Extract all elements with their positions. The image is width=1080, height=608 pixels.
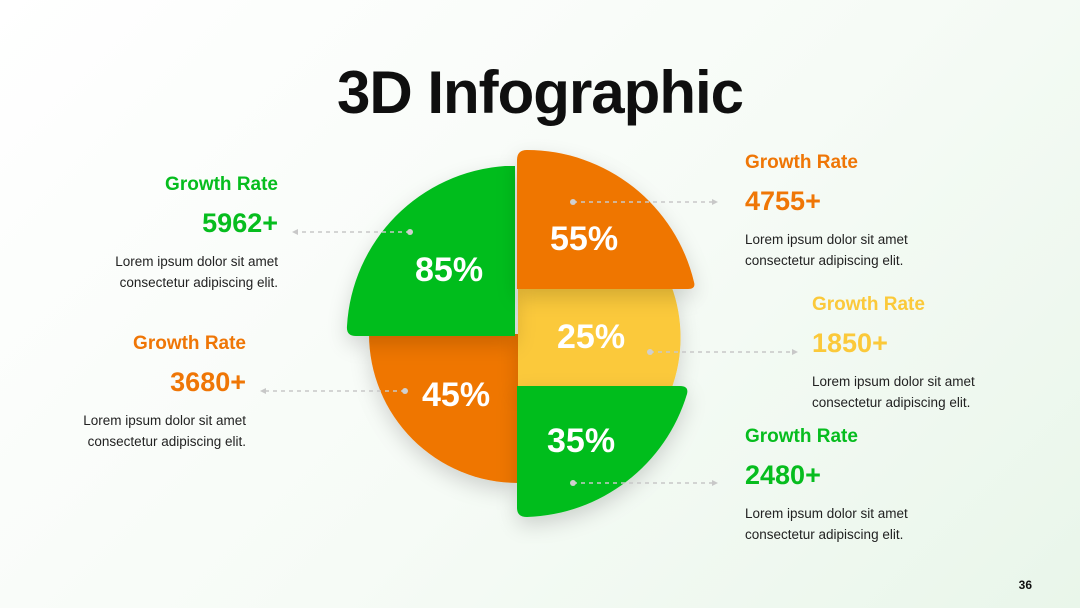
connector-dot: [402, 199, 653, 486]
description-line: consectetur adipiscing elit.: [119, 275, 278, 290]
segment-percent: 25%: [557, 318, 625, 356]
growth-rate-value: 3680+: [170, 367, 246, 397]
growth-rate-value: 1850+: [812, 328, 888, 358]
segment-bottom-left: [369, 334, 518, 483]
segment-percent: 45%: [422, 376, 490, 414]
stat-block-top-right: Growth Rate 4755+ Lorem ipsum dolor sit …: [745, 151, 985, 271]
segment-percent: 35%: [547, 422, 615, 460]
stat-block-top-left: Growth Rate 5962+ Lorem ipsum dolor sit …: [38, 173, 278, 293]
description-line: consectetur adipiscing elit.: [87, 434, 246, 449]
description-line: Lorem ipsum dolor sit amet: [745, 506, 908, 521]
segment-right-middle: [518, 285, 681, 390]
growth-rate-label: Growth Rate: [133, 333, 246, 354]
connector-arrow: [260, 199, 798, 486]
description-line: consectetur adipiscing elit.: [812, 395, 971, 410]
stat-block-middle-right: Growth Rate 1850+ Lorem ipsum dolor sit …: [812, 293, 1052, 413]
connector-line: [266, 201, 792, 484]
slide-title: 3D Infographic: [336, 59, 744, 126]
growth-rate-value: 5962+: [202, 208, 278, 238]
description-line: Lorem ipsum dolor sit amet: [745, 232, 908, 247]
growth-rate-label: Growth Rate: [745, 152, 858, 173]
description-line: consectetur adipiscing elit.: [745, 253, 904, 268]
stat-block-bottom-left: Growth Rate 3680+ Lorem ipsum dolor sit …: [6, 332, 246, 452]
growth-rate-label: Growth Rate: [745, 426, 858, 447]
segment-bottom-right: [517, 386, 688, 517]
segment-top-left: [346, 166, 515, 336]
segment-percent: 85%: [415, 251, 483, 289]
description-line: consectetur adipiscing elit.: [745, 527, 904, 542]
page-number: 36: [1018, 578, 1032, 592]
segment-percent: 55%: [550, 220, 618, 258]
description-line: Lorem ipsum dolor sit amet: [83, 413, 246, 428]
stat-block-bottom-right: Growth Rate 2480+ Lorem ipsum dolor sit …: [745, 425, 985, 545]
description-line: Lorem ipsum dolor sit amet: [812, 374, 975, 389]
growth-rate-label: Growth Rate: [165, 174, 278, 195]
description-line: Lorem ipsum dolor sit amet: [115, 254, 278, 269]
growth-rate-label: Growth Rate: [812, 294, 925, 315]
growth-rate-value: 2480+: [745, 460, 821, 490]
growth-rate-value: 4755+: [745, 186, 821, 216]
segment-top-right: [517, 150, 695, 289]
